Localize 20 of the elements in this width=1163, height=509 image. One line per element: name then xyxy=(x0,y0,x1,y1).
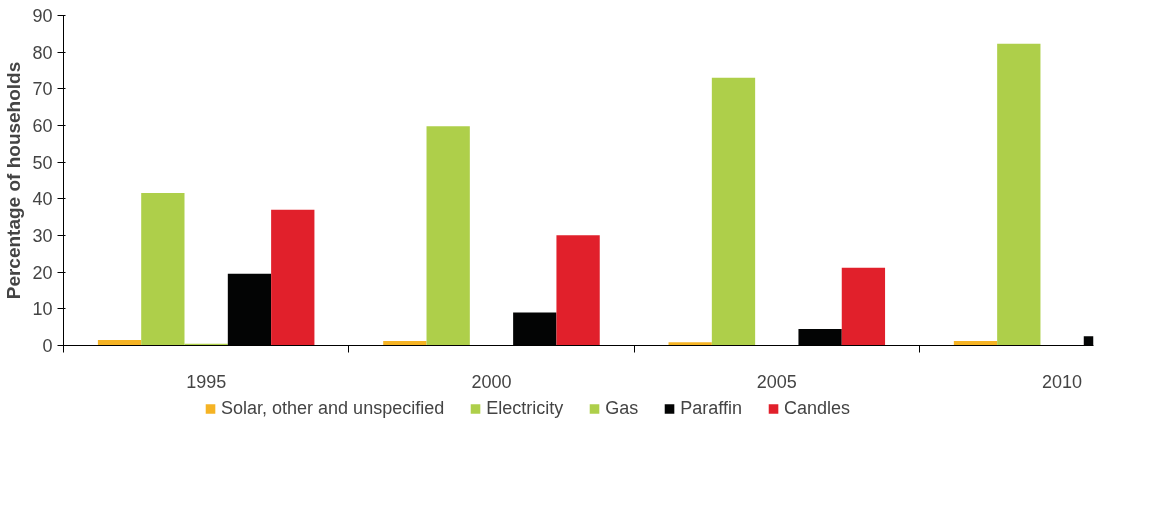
y-tick-label: 50 xyxy=(32,152,53,173)
legend-label: Electricity xyxy=(486,397,564,419)
y-tick-label: 60 xyxy=(32,116,53,136)
y-axis-title: Percentage of households xyxy=(3,61,25,300)
y-tick-label: 20 xyxy=(32,262,53,283)
y-tick-label: 0 xyxy=(42,336,53,356)
legend-label: Candles xyxy=(783,397,850,419)
y-tick-label: 10 xyxy=(32,299,53,320)
legend-label: Solar, other and unspecified xyxy=(221,397,445,419)
x-tick-label: 1995 xyxy=(186,371,227,392)
legend-label: Paraffin xyxy=(680,397,742,419)
y-tick-label: 90 xyxy=(32,6,53,26)
x-tick-label: 2005 xyxy=(756,371,797,392)
y-tick-label: 40 xyxy=(32,189,53,210)
y-tick-label: 30 xyxy=(32,226,53,246)
x-tick-label: 2010 xyxy=(1042,371,1083,392)
legend-label: Gas xyxy=(605,397,639,419)
x-tick-label: 2000 xyxy=(471,371,512,392)
y-tick-label: 80 xyxy=(32,42,53,63)
y-tick-label: 70 xyxy=(32,79,53,100)
